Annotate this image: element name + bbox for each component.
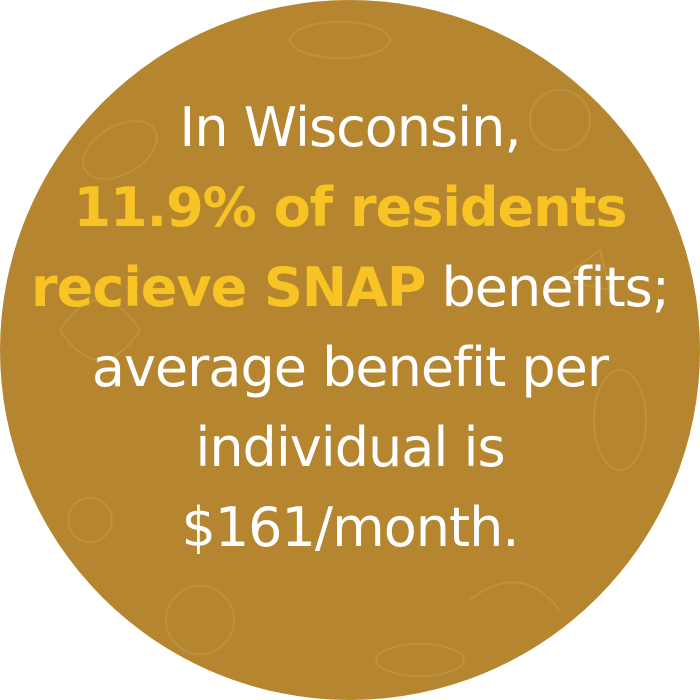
highlighted-text: 11.9% of residents [73, 176, 627, 239]
text-line: 11.9% of residents [0, 168, 700, 248]
body-text: $161/month. [181, 496, 519, 559]
body-text: benefits; [441, 256, 670, 319]
statement: In Wisconsin, 11.9% of residents recieve S… [0, 88, 700, 568]
highlighted-text: recieve SNAP [31, 256, 426, 319]
body-text: In Wisconsin, [179, 96, 521, 159]
text-line: individual is [0, 408, 700, 488]
text-line: average benefit per [0, 328, 700, 408]
text-line: $161/month. [0, 488, 700, 568]
body-text: average benefit per [91, 336, 609, 399]
text-line: recieve SNAP benefits; [0, 248, 700, 328]
text-line: In Wisconsin, [0, 88, 700, 168]
body-text: individual is [195, 416, 505, 479]
